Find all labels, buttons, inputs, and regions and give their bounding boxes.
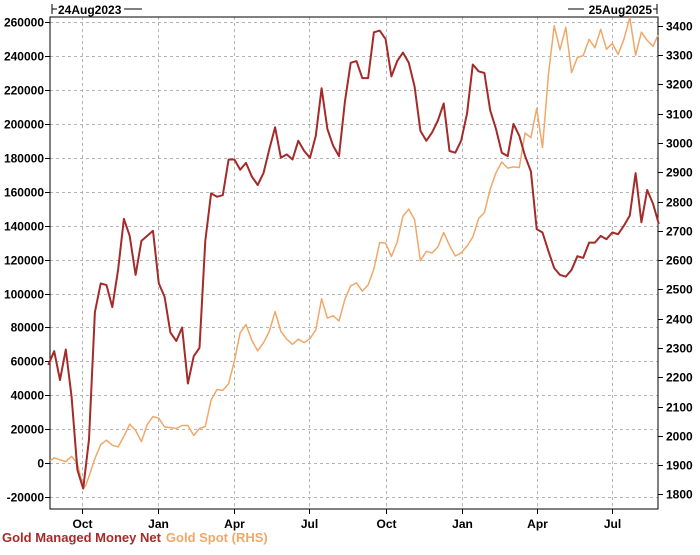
- left-tick-label: 180000: [4, 152, 44, 166]
- x-tick-label: Jan: [148, 517, 169, 531]
- x-tick-label: Jul: [604, 517, 621, 531]
- left-tick-label: 100000: [4, 288, 44, 302]
- series-line-gold-spot: [49, 16, 659, 489]
- right-tick-label: 2500: [666, 283, 693, 297]
- left-tick-label: 120000: [4, 254, 44, 268]
- left-tick-label: 200000: [4, 118, 44, 132]
- left-tick-label: 220000: [4, 84, 44, 98]
- legend-item-gold-spot: Gold Spot (RHS): [165, 530, 268, 545]
- right-tick-label: 2600: [666, 254, 693, 268]
- left-tick-label: 240000: [4, 50, 44, 64]
- right-tick-label: 1800: [666, 488, 693, 502]
- right-tick-label: 3400: [666, 20, 693, 34]
- right-tick-label: 2900: [666, 166, 693, 180]
- x-tick-label: Apr: [224, 517, 245, 531]
- end-date-label: 25Aug2025: [589, 3, 653, 17]
- right-tick-label: 3200: [666, 78, 693, 92]
- left-axis: -20000 0 20000 40000 60000 80000 100000 120000 1…: [4, 16, 50, 505]
- left-tick-label: 160000: [4, 186, 44, 200]
- left-tick-label: 0: [37, 457, 44, 471]
- x-axis: Oct Jan Apr Jul Oct Jan Apr Jul: [72, 509, 621, 531]
- legend: Gold Managed Money Net Gold Spot (RHS): [2, 530, 273, 545]
- right-tick-label: 3300: [666, 49, 693, 63]
- legend-item-managed-money: Gold Managed Money Net: [2, 530, 161, 545]
- series-layer: [47, 16, 660, 490]
- right-tick-label: 2800: [666, 196, 693, 210]
- left-tick-label: 140000: [4, 220, 44, 234]
- right-tick-label: 2300: [666, 342, 693, 356]
- right-tick-label: 2100: [666, 401, 693, 415]
- left-tick-label: -20000: [7, 491, 45, 505]
- start-date-label: 24Aug2023: [58, 3, 122, 17]
- right-tick-label: 2700: [666, 225, 693, 239]
- gridlines: [50, 17, 658, 509]
- left-tick-label: 20000: [11, 423, 45, 437]
- right-axis: 1800 1900 2000 2100 2200 2300 2400 2500 2600 2700…: [658, 20, 693, 502]
- x-tick-label: Oct: [376, 517, 396, 531]
- date-range: 24Aug2023 25Aug2025: [51, 3, 658, 17]
- right-tick-label: 2200: [666, 371, 693, 385]
- x-tick-label: Jan: [452, 517, 473, 531]
- x-tick-label: Apr: [527, 517, 548, 531]
- x-tick-label: Jul: [301, 517, 318, 531]
- left-tick-label: 80000: [11, 321, 45, 335]
- right-tick-label: 3000: [666, 137, 693, 151]
- right-tick-label: 1900: [666, 459, 693, 473]
- right-tick-label: 2000: [666, 430, 693, 444]
- left-tick-label: 260000: [4, 16, 44, 30]
- left-tick-label: 60000: [11, 355, 45, 369]
- x-tick-label: Oct: [72, 517, 92, 531]
- left-tick-label: 40000: [11, 389, 45, 403]
- series-line-managed-money: [47, 29, 660, 490]
- plot-frame: [49, 16, 659, 510]
- right-tick-label: 2400: [666, 313, 693, 327]
- right-tick-label: 3100: [666, 108, 693, 122]
